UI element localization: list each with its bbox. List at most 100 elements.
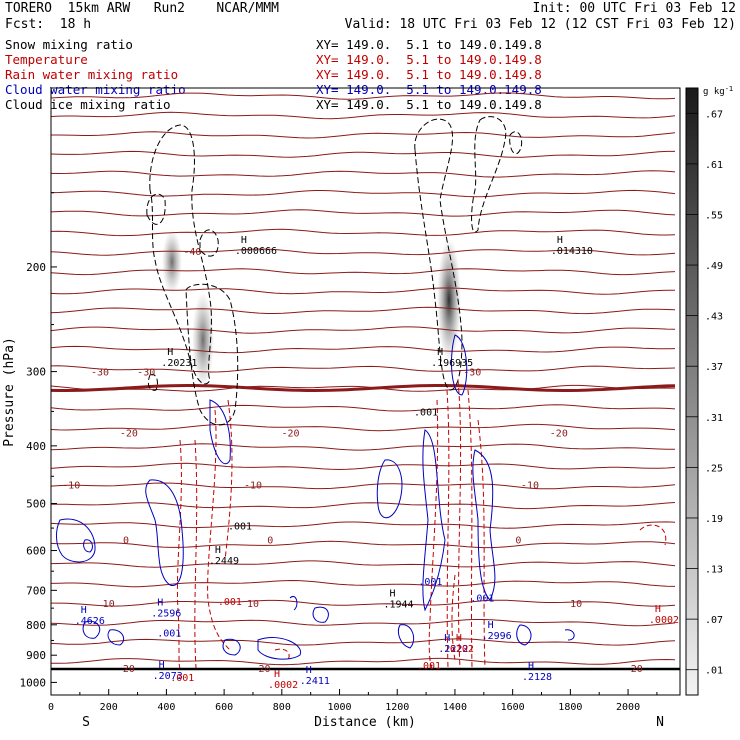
contour-value-label: .001 <box>414 407 438 418</box>
max-value: .196935 <box>431 358 473 369</box>
isotherm <box>51 306 676 315</box>
isotherm <box>51 384 676 392</box>
isotherm <box>51 268 676 276</box>
max-value: .0002 <box>268 680 298 691</box>
max-marker: H <box>389 589 395 600</box>
contour-value-label: .001 <box>417 661 441 672</box>
isotherm <box>51 599 676 607</box>
max-value: .0002 <box>649 615 679 626</box>
temperature-label: 20 <box>123 664 135 675</box>
max-marker: H <box>167 347 173 358</box>
maximum-labels: H.000666H.014310H.20231H.196935H.2449H.1… <box>75 235 679 691</box>
max-marker: H <box>81 605 87 616</box>
legend-snow-xy: XY= 149.0. 5.1 to 149.0.149.8 <box>316 37 542 52</box>
max-marker: H <box>528 661 534 672</box>
max-marker: H <box>306 665 312 676</box>
max-value: .000666 <box>235 246 277 257</box>
max-marker: H <box>456 633 462 644</box>
isotherm <box>51 287 675 295</box>
y-tick-label-5: 700 <box>26 584 46 597</box>
model-title: TORERO 15km ARW Run2 NCAR/MMM <box>5 1 279 16</box>
temperature-label: -10 <box>62 481 80 492</box>
isotherm <box>51 228 676 237</box>
temperature-label: -30 <box>91 368 109 379</box>
max-value: .2222 <box>438 644 468 655</box>
x-tick-label-3: 600 <box>215 702 233 713</box>
max-value: .4626 <box>75 616 105 627</box>
temperature-label: -20 <box>550 429 568 440</box>
y-tick-label-2: 400 <box>26 440 46 453</box>
x-tick-label-9: 1800 <box>558 702 582 713</box>
temperature-label: 0 <box>267 536 273 547</box>
x-axis-left-end-label: S <box>82 715 90 730</box>
y-tick-label-4: 600 <box>26 545 46 558</box>
plot-frame <box>50 87 681 696</box>
isotherm <box>51 131 676 139</box>
snow-shading <box>162 230 461 388</box>
x-tick-label-1: 200 <box>100 702 118 713</box>
max-marker: H <box>157 597 163 608</box>
x-axis-label: Distance (km) <box>314 715 416 730</box>
max-marker: H <box>241 235 247 246</box>
y-tick-label-7: 900 <box>26 649 46 662</box>
legend-snow-name: Snow mixing ratio <box>5 37 133 52</box>
temperature-label: 10 <box>570 599 582 610</box>
max-marker: H <box>274 669 280 680</box>
x-tick-label-4: 800 <box>273 702 291 713</box>
colorbar-tick-label: .67 <box>705 109 723 120</box>
temperature-label: -10 <box>521 481 539 492</box>
isotherm <box>51 189 676 198</box>
isotherm <box>51 326 676 334</box>
isotherm <box>51 657 676 666</box>
isotherm <box>51 404 676 412</box>
max-value: .2411 <box>300 676 330 687</box>
x-tick-label-7: 1400 <box>443 702 467 713</box>
isotherm <box>51 443 675 451</box>
y-tick-label-8: 1000 <box>20 676 47 689</box>
max-marker: H <box>159 660 165 671</box>
cloud-water-contours <box>56 334 575 660</box>
legend-cloudwater-name: Cloud water mixing ratio <box>5 82 186 97</box>
isotherm <box>51 482 676 490</box>
temperature-label: 10 <box>247 599 259 610</box>
x-tick-label-8: 1600 <box>501 702 525 713</box>
isotherm <box>51 521 676 529</box>
colorbar-tick-label: .55 <box>705 210 723 221</box>
x-tick-label-2: 400 <box>157 702 175 713</box>
temperature-label: -10 <box>244 481 262 492</box>
temperature-label: -30 <box>463 368 481 379</box>
temperature-label: -40 <box>183 247 201 258</box>
x-axis-right-end-label: N <box>656 715 664 730</box>
y-tick-label-0: 200 <box>26 261 46 274</box>
contour-value-label: .001 <box>418 577 442 588</box>
isotherm <box>51 462 676 471</box>
forecast-hour: Fcst: 18 h <box>5 17 92 32</box>
temperature-contours <box>51 92 676 666</box>
zero-isotherm <box>51 384 676 392</box>
max-marker: H <box>488 620 494 631</box>
contour-value-label: .001 <box>228 522 252 533</box>
isotherm <box>51 150 675 158</box>
legend-rain-name: Rain water mixing ratio <box>5 67 179 82</box>
isotherm <box>51 560 676 568</box>
contour-value-label: .001 <box>470 594 494 605</box>
max-value: .014310 <box>551 246 593 257</box>
colorbar-tick-label: .19 <box>705 514 723 525</box>
max-value: 6202 <box>450 644 474 655</box>
max-marker: H <box>655 604 661 615</box>
max-value: .1944 <box>383 600 413 611</box>
y-tick-label-3: 500 <box>26 497 46 510</box>
isotherm <box>51 619 676 627</box>
max-value: .20231 <box>161 358 197 369</box>
isotherm <box>51 365 676 373</box>
temperature-label: -20 <box>281 429 299 440</box>
isotherm <box>51 502 676 510</box>
colorbar-unit: g kg-1 <box>703 85 733 97</box>
max-value: .2596 <box>151 608 181 619</box>
rain-water-contours <box>176 379 667 669</box>
isotherm <box>51 170 676 178</box>
temperature-label: 0 <box>515 536 521 547</box>
temperature-label: 0 <box>123 536 129 547</box>
legend-rain-xy: XY= 149.0. 5.1 to 149.0.149.8 <box>316 67 542 82</box>
